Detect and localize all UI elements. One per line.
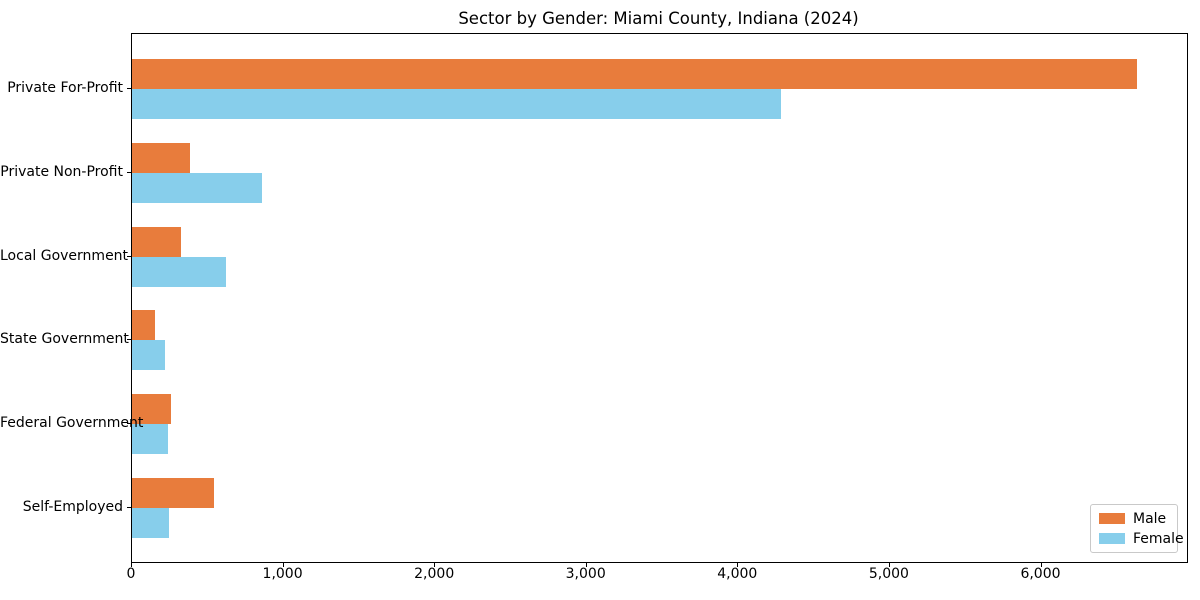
- legend-entry-female: Female: [1099, 532, 1184, 546]
- x-tick-label-2-000: 2,000: [414, 566, 455, 582]
- x-tick-mark: [282, 563, 284, 567]
- x-tick-mark: [888, 563, 890, 567]
- legend-swatch-female: [1099, 533, 1125, 544]
- x-tick-label-5-000: 5,000: [868, 566, 909, 582]
- x-tick-label-6-000: 6,000: [1020, 566, 1061, 582]
- legend-swatch-male: [1099, 513, 1125, 524]
- x-tick-mark: [585, 563, 587, 567]
- y-tick-mark: [127, 255, 131, 257]
- legend: Male Female: [1090, 504, 1184, 553]
- y-tick-mark: [127, 339, 131, 341]
- bar-male-local-government: [132, 226, 181, 257]
- bar-male-private-for-profit: [132, 59, 1137, 89]
- chart-title: Sector by Gender: Miami County, Indiana …: [458, 9, 859, 28]
- y-tick-label-state-government: State Government: [0, 331, 129, 348]
- bar-male-state-government: [132, 310, 155, 341]
- y-tick-label-local-government: Local Government: [0, 247, 129, 264]
- x-tick-mark: [1040, 563, 1042, 567]
- bar-male-private-non-profit: [132, 142, 190, 173]
- y-tick-label-self-employed: Self-Employed: [22, 499, 123, 515]
- bar-male-self-employed: [132, 478, 214, 508]
- x-tick-label-3-000: 3,000: [565, 566, 606, 582]
- legend-label-male: Male: [1133, 510, 1167, 527]
- x-tick-label-1-000: 1,000: [262, 566, 303, 582]
- bar-female-private-for-profit: [132, 89, 781, 119]
- y-tick-mark: [127, 171, 131, 173]
- x-tick-label-0: 0: [126, 566, 136, 582]
- plot-area: [131, 33, 1188, 563]
- bar-female-local-government: [132, 256, 226, 287]
- legend-entry-male: Male: [1099, 512, 1177, 526]
- x-tick-mark: [737, 563, 739, 567]
- bar-female-federal-government: [132, 424, 169, 455]
- legend-label-female: Female: [1133, 530, 1184, 547]
- y-tick-mark: [127, 423, 131, 425]
- x-tick-mark: [131, 563, 132, 567]
- y-tick-mark: [127, 507, 131, 508]
- y-tick-label-private-for-profit: Private For-Profit: [7, 80, 123, 96]
- x-tick-label-4-000: 4,000: [717, 566, 758, 582]
- bar-female-private-non-profit: [132, 172, 263, 203]
- bar-female-self-employed: [132, 508, 170, 538]
- x-tick-mark: [434, 563, 436, 567]
- y-tick-label-federal-government: Federal Government: [0, 415, 144, 432]
- bar-female-state-government: [132, 340, 166, 371]
- bar-male-federal-government: [132, 394, 172, 425]
- y-tick-mark: [127, 88, 131, 89]
- y-tick-label-private-non-profit: Private Non-Profit: [0, 163, 123, 180]
